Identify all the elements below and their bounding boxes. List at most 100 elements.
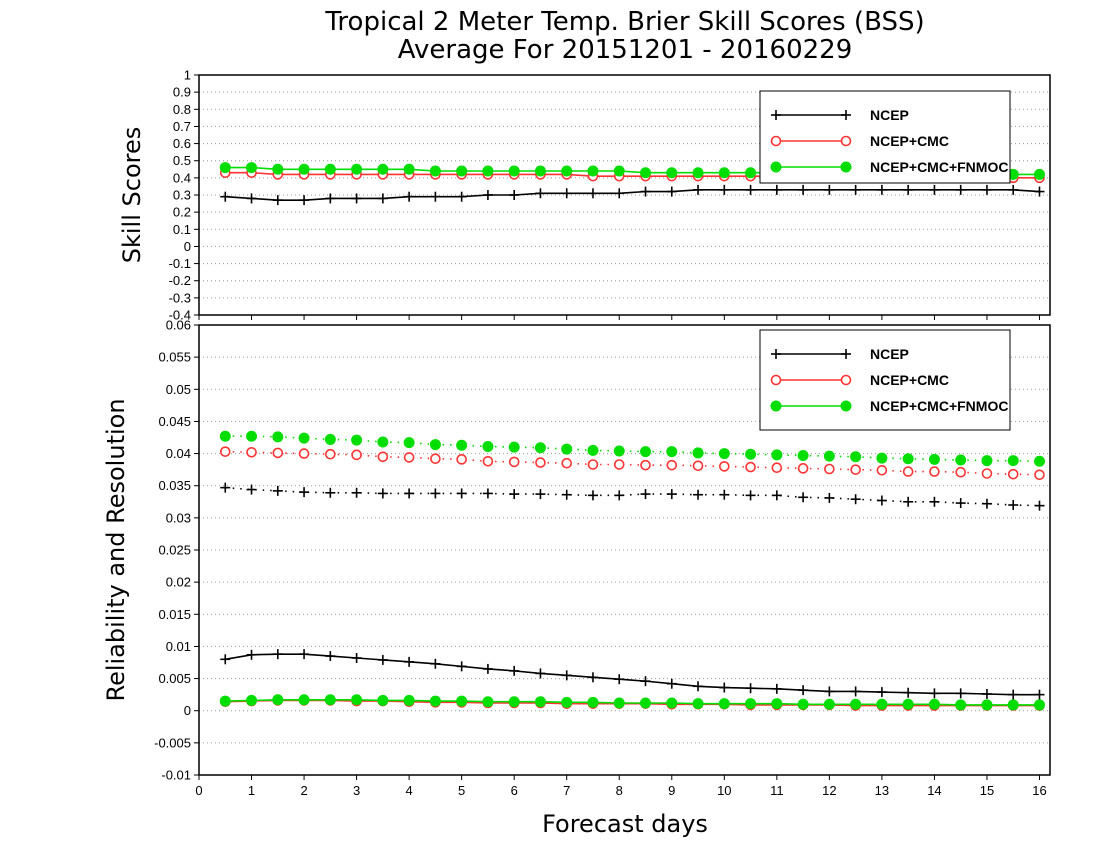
- data-point: [876, 452, 888, 464]
- x-tick-label: 1: [248, 783, 255, 798]
- y-tick-label: 0.3: [173, 188, 191, 203]
- data-point: [535, 188, 546, 199]
- data-point: [955, 498, 966, 509]
- data-point: [220, 654, 231, 665]
- data-point: [429, 165, 441, 177]
- data-point: [955, 454, 967, 466]
- data-point: [508, 456, 520, 468]
- data-point: [482, 696, 494, 708]
- data-point: [929, 184, 940, 195]
- legend-marker: [770, 135, 782, 147]
- y-tick-label: 0.03: [166, 510, 191, 525]
- data-point: [246, 162, 258, 174]
- y-tick-label: 0.045: [158, 414, 191, 429]
- data-point: [325, 651, 336, 662]
- data-point: [456, 191, 467, 202]
- legend-item-ncep: NCEP: [771, 346, 909, 362]
- data-point: [482, 663, 493, 674]
- y-tick-label: 0.005: [158, 671, 191, 686]
- data-point: [903, 496, 914, 507]
- data-point: [876, 184, 887, 195]
- data-point: [771, 683, 782, 694]
- data-point: [771, 698, 783, 710]
- data-point: [351, 434, 363, 446]
- data-point: [325, 193, 336, 204]
- data-point: [534, 165, 546, 177]
- data-point: [823, 698, 835, 710]
- series-ncep-plus-cmc-plus-fnmoc: [219, 694, 1045, 711]
- legend-label: NCEP: [870, 107, 909, 123]
- data-point: [640, 489, 651, 500]
- data-point: [298, 448, 310, 459]
- data-point: [482, 488, 493, 499]
- data-point: [824, 463, 835, 475]
- y-tick-label: 0.1: [173, 222, 191, 237]
- data-point: [482, 441, 494, 452]
- data-point: [692, 167, 704, 179]
- data-point: [534, 696, 546, 708]
- data-point: [246, 694, 258, 706]
- data-point: [430, 453, 441, 465]
- data-point: [325, 487, 336, 498]
- legend-marker: [770, 374, 782, 386]
- data-point: [1007, 455, 1019, 467]
- data-point: [246, 446, 257, 458]
- data-point: [404, 656, 415, 667]
- y-tick-label: 1: [184, 68, 191, 83]
- legend-marker: [771, 349, 781, 359]
- data-point: [246, 649, 257, 660]
- data-point: [1034, 469, 1045, 481]
- y-tick-label: 0.4: [173, 170, 191, 185]
- data-point: [981, 699, 993, 711]
- data-point: [272, 694, 284, 706]
- data-point: [430, 658, 441, 669]
- data-point: [1034, 689, 1045, 700]
- data-point: [403, 163, 415, 175]
- data-point: [1007, 468, 1019, 480]
- data-point: [587, 165, 599, 177]
- data-point: [718, 698, 730, 710]
- data-point: [719, 461, 730, 472]
- data-point: [324, 163, 336, 175]
- data-point: [692, 698, 704, 710]
- data-point: [771, 462, 783, 474]
- legend-marker: [840, 374, 852, 386]
- y-tick-label: 0.055: [158, 350, 191, 365]
- y-axis-title: Skill Scores: [118, 127, 146, 264]
- data-point: [535, 457, 546, 468]
- data-point: [981, 498, 992, 509]
- data-point: [745, 448, 757, 460]
- data-point: [1008, 689, 1019, 700]
- legend-marker: [770, 400, 782, 412]
- series-ncep: [220, 649, 1045, 700]
- data-point: [640, 697, 652, 709]
- data-point: [246, 430, 258, 442]
- data-point: [693, 681, 704, 692]
- x-tick-label: 13: [875, 783, 889, 798]
- y-axis-title: Reliability and Resolution: [102, 398, 130, 701]
- data-point: [824, 686, 835, 697]
- y-tick-label: 0.06: [166, 318, 191, 333]
- data-point: [1033, 168, 1045, 180]
- legend-marker: [840, 400, 852, 412]
- data-point: [377, 451, 389, 463]
- x-tick-label: 4: [406, 783, 413, 798]
- series-ncep-plus-cmc-dotted: [219, 446, 1045, 481]
- x-tick-label: 11: [770, 783, 784, 798]
- data-point: [246, 484, 257, 495]
- data-point: [614, 674, 625, 685]
- x-tick-label: 2: [300, 783, 307, 798]
- data-point: [508, 165, 520, 177]
- data-point: [456, 695, 468, 707]
- data-point: [745, 490, 756, 501]
- data-point: [850, 464, 861, 475]
- data-point: [798, 492, 809, 503]
- data-point: [535, 489, 546, 500]
- data-point: [850, 686, 861, 697]
- data-point: [299, 487, 310, 498]
- data-point: [955, 688, 966, 699]
- data-point: [692, 447, 704, 459]
- data-point: [299, 195, 310, 206]
- data-point: [587, 444, 599, 456]
- data-point: [456, 661, 467, 672]
